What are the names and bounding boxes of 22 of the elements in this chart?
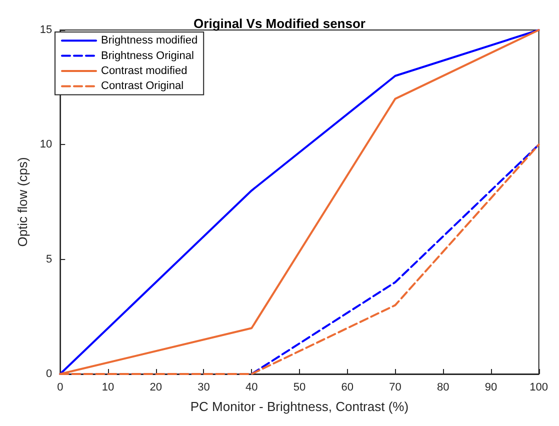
legend-label: Contrast modified [101, 65, 188, 77]
legend-label: Brightness Original [101, 50, 194, 62]
x-tick-label: 100 [530, 382, 548, 394]
x-tick-label: 40 [245, 382, 258, 394]
x-tick-label: 90 [484, 382, 498, 394]
x-tick-label: 30 [198, 382, 210, 394]
x-tick-label: 70 [389, 382, 402, 394]
x-tick-label: 10 [102, 382, 114, 394]
y-tick-label: 15 [40, 24, 52, 36]
y-tick-label: 10 [40, 138, 52, 151]
x-tick-label: 60 [341, 382, 354, 394]
x-axis-title: PC Monitor - Brightness, Contrast (%) [190, 399, 409, 414]
x-tick-label: 80 [436, 382, 450, 394]
x-tick-label: 0 [57, 382, 64, 394]
x-tick-label: 50 [293, 382, 306, 394]
y-tick-label: 5 [46, 253, 52, 266]
y-axis-title: Optic flow (cps) [15, 157, 30, 247]
legend-label: Contrast Original [101, 80, 184, 92]
y-tick-label: 0 [46, 368, 52, 380]
legend-label: Brightness modified [101, 34, 198, 47]
x-tick-label: 20 [150, 382, 162, 394]
chart-title: Original Vs Modified sensor [194, 16, 366, 31]
